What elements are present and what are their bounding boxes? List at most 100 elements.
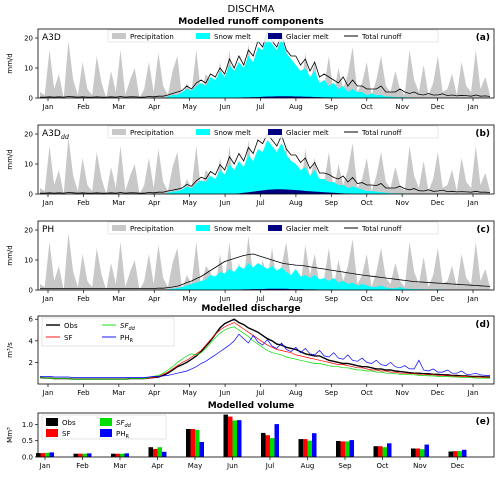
y-tick-label: 0: [29, 95, 33, 103]
volume-bar-sf-dd: [270, 438, 275, 457]
legend-swatch: [46, 429, 58, 437]
x-tick-label: Mar: [112, 199, 125, 207]
y-axis-label: mm/d: [6, 245, 14, 265]
volume-bar-sf: [340, 441, 345, 457]
x-tick-label: Dec: [431, 103, 445, 111]
x-tick-label: Nov: [395, 389, 409, 397]
x-tick-label: Apr: [148, 295, 160, 303]
volume-bar-sf-dd: [195, 429, 200, 457]
volume-bar-obs: [261, 432, 266, 457]
panel-letter: (d): [475, 320, 490, 330]
x-tick-label: Jul: [265, 462, 275, 470]
legend-label: Total runoff: [361, 129, 402, 137]
x-tick-label: May: [182, 103, 196, 111]
legend-label: SF: [62, 430, 70, 438]
legend-label: Obs: [62, 419, 76, 427]
y-tick-label: 0: [29, 191, 33, 199]
x-tick-label: Nov: [395, 199, 409, 207]
discharge-line-sf-dd: [39, 326, 490, 380]
x-tick-label: Jul: [255, 199, 265, 207]
volume-bar-sf: [415, 448, 420, 457]
x-tick-label: Jul: [255, 389, 265, 397]
legend: Precipitation Snow melt Glacier melt Total …: [107, 221, 439, 235]
legend-swatch: [112, 129, 126, 135]
legend-label: PHR: [116, 430, 130, 440]
volume-bar-obs: [148, 447, 153, 457]
volume-bar-sf: [265, 435, 270, 457]
glacier-melt-area: [40, 189, 490, 194]
legend-swatch: [112, 33, 126, 39]
legend-label: Glacier melt: [286, 129, 329, 137]
y-axis-label: Mm³: [6, 427, 14, 443]
model-label: PH: [42, 225, 54, 235]
x-tick-label: Jan: [467, 199, 479, 207]
x-tick-label: Aug: [301, 462, 315, 470]
y-tick-label: 2: [29, 359, 33, 367]
x-tick-label: May: [188, 462, 202, 470]
x-tick-label: Feb: [77, 389, 90, 397]
panel-letter: (b): [475, 129, 490, 139]
volume-bar-obs: [223, 414, 228, 457]
legend-label: Glacier melt: [286, 225, 329, 233]
y-tick-label: 0.5: [22, 437, 33, 445]
y-tick-label: 20: [24, 227, 33, 235]
volume-bar-obs: [186, 429, 191, 457]
x-tick-label: Apr: [148, 103, 160, 111]
legend-label: Snow melt: [214, 225, 251, 233]
volume-bar-sf: [303, 439, 308, 457]
x-tick-label: Mar: [112, 103, 125, 111]
volume-bar-sf-dd: [45, 452, 50, 457]
legend-swatch: [46, 418, 58, 426]
x-tick-label: Feb: [77, 199, 90, 207]
x-tick-label: Dec: [431, 295, 445, 303]
plot-frame: [37, 28, 495, 99]
volume-bar-sf: [40, 453, 45, 457]
x-tick-label: Mar: [112, 295, 125, 303]
volume-bar-ph-r: [387, 443, 392, 457]
volume-bar-obs: [448, 451, 453, 457]
x-tick-label: Sep: [325, 103, 339, 111]
x-tick-label: Oct: [361, 103, 373, 111]
legend-label: Total runoff: [361, 33, 402, 41]
volume-bar-sf-dd: [307, 440, 312, 457]
volume-bar-ph-r: [349, 440, 354, 457]
runoff-panel: 0 10 20 mm/d Jan Feb Mar Apr May Jun Jul Aug Sep Oct N…: [6, 220, 495, 303]
volume-bar-obs: [111, 453, 116, 457]
x-tick-label: Dec: [431, 199, 445, 207]
legend-label: Snow melt: [214, 129, 251, 137]
x-tick-label: Aug: [289, 295, 303, 303]
volume-bar-sf-dd: [120, 453, 125, 457]
volume-bar-ph-r: [237, 420, 242, 457]
legend-box: [41, 317, 175, 347]
legend-swatch: [268, 129, 282, 135]
volume-bar-obs: [373, 446, 378, 457]
x-tick-label: Jan: [42, 199, 54, 207]
x-tick-label: Sep: [338, 462, 352, 470]
x-tick-label: Jun: [219, 199, 231, 207]
volume-bar-sf: [378, 446, 383, 457]
x-tick-label: Sep: [325, 295, 339, 303]
x-tick-label: Jul: [255, 295, 265, 303]
y-axis-label: mm/d: [6, 149, 14, 169]
legend-swatch: [268, 33, 282, 39]
legend-label: PHR: [120, 334, 134, 344]
runoff-panel: 0 10 20 mm/d Jan Feb Mar Apr May Jun Jul Aug Sep Oct N…: [6, 124, 495, 207]
x-tick-label: Sep: [325, 199, 339, 207]
legend-label: SFdd: [120, 322, 136, 332]
glacier-melt-area: [40, 288, 490, 290]
x-tick-label: Feb: [77, 295, 90, 303]
x-tick-label: Jan: [467, 389, 479, 397]
x-tick-label: Jan: [467, 295, 479, 303]
legend-swatch: [196, 225, 210, 231]
glacier-melt-area: [40, 96, 490, 98]
volume-bar-obs: [73, 453, 78, 457]
y-tick-label: 20: [24, 131, 33, 139]
x-tick-label: Jun: [219, 389, 231, 397]
volume-bar-sf-dd: [420, 449, 425, 457]
legend-label: Snow melt: [214, 33, 251, 41]
x-tick-label: May: [182, 295, 196, 303]
volume-bar-sf: [153, 448, 158, 457]
